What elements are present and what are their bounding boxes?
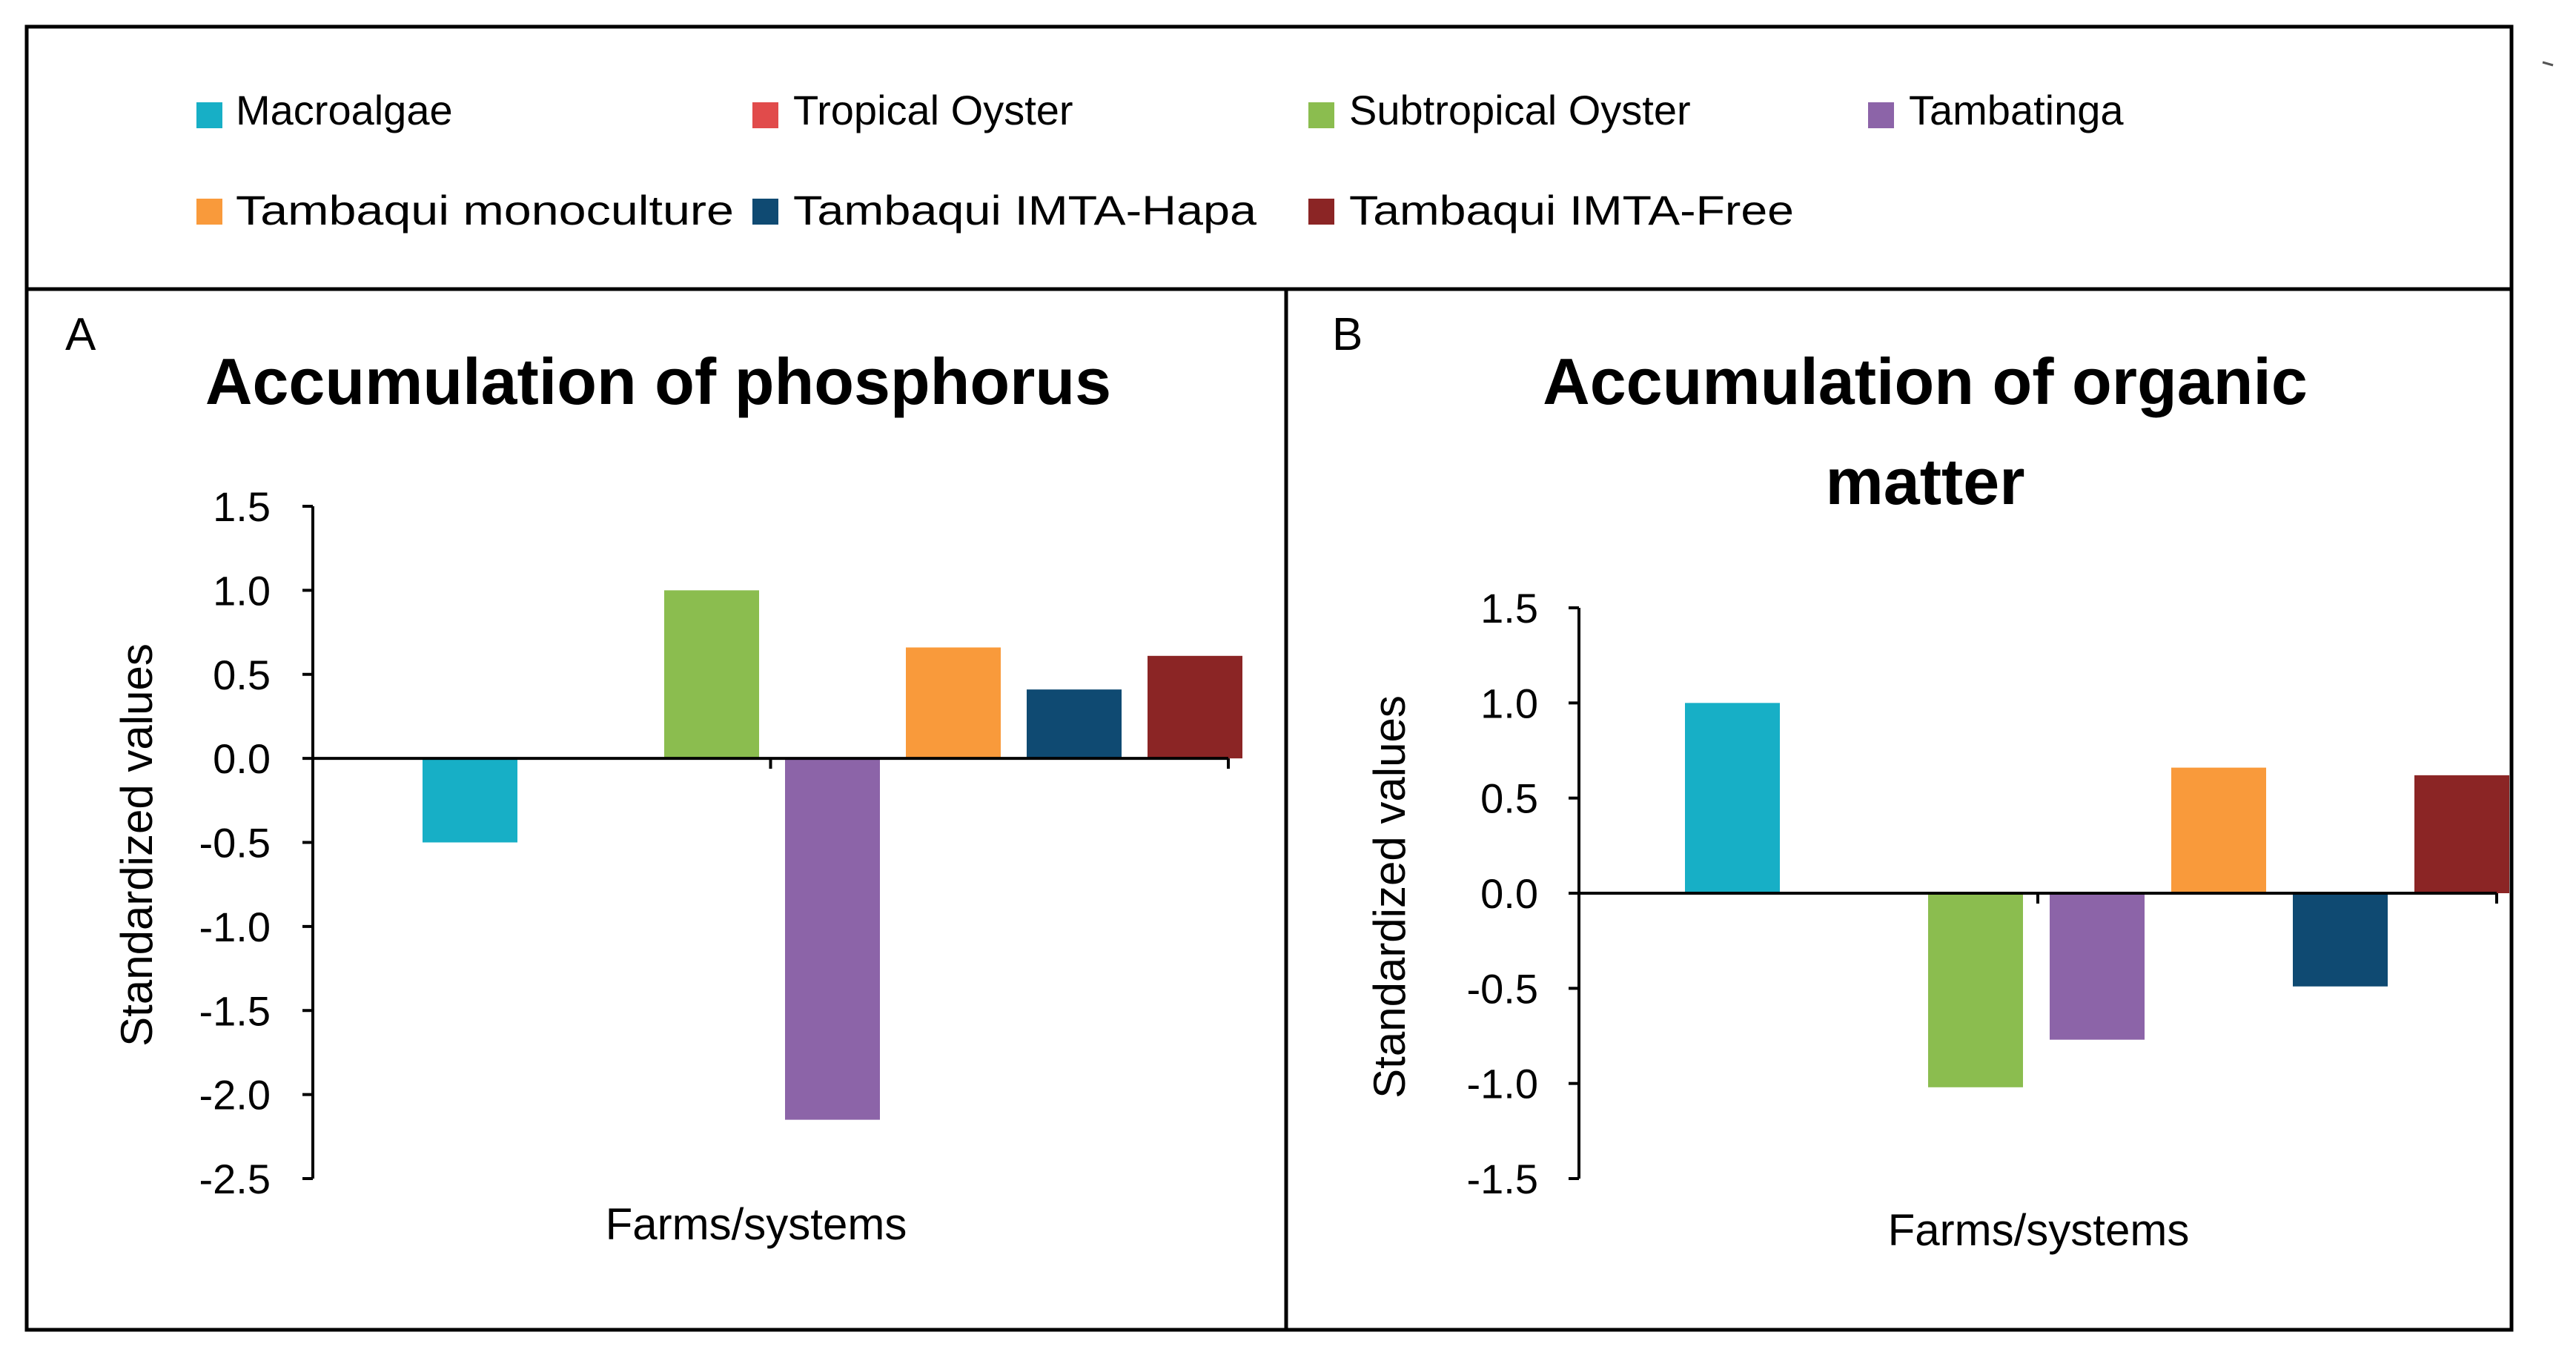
legend-item: Tambaqui IMTA-Hapa xyxy=(752,187,1257,233)
panel-a-chart: Accumulation of phosphorus 1.5 1.0 0.5 0.0 -… xyxy=(112,345,1242,1249)
stray-mark xyxy=(2542,61,2554,67)
y-axis-label: Standardized values xyxy=(1365,695,1414,1099)
y-tick-label: -0.5 xyxy=(1467,965,1539,1012)
legend-swatch-macroalgae xyxy=(196,102,222,128)
legend-label: Subtropical Oyster xyxy=(1349,87,1691,133)
chart-title-line: Accumulation of organic xyxy=(1543,345,2308,418)
y-tick-label: -2.5 xyxy=(199,1156,271,1202)
y-tick-label: 0.0 xyxy=(1480,870,1538,917)
y-tick-label: -2.0 xyxy=(199,1072,271,1119)
y-tick-label: 0.5 xyxy=(213,652,271,698)
bar-tambaqui-monoculture xyxy=(2171,767,2266,893)
legend-item: Tambaqui IMTA-Free xyxy=(1308,187,1794,233)
legend-label: Tropical Oyster xyxy=(793,87,1073,133)
legend-label: Macroalgae xyxy=(236,87,453,133)
x-axis-label: Farms/systems xyxy=(606,1199,907,1249)
bar-tambaqui-imta-free xyxy=(1148,655,1242,759)
legend-label: Tambaqui monoculture xyxy=(236,187,734,233)
chart-title-line: Accumulation of phosphorus xyxy=(205,345,1111,418)
figure-frame xyxy=(24,24,2514,1332)
y-tick-label: -1.5 xyxy=(199,987,271,1034)
x-axis-label: Farms/systems xyxy=(1888,1205,2190,1255)
legend-swatch-tropical-oyster xyxy=(752,102,778,128)
panel-b-plot: 1.5 1.0 0.5 0.0 -0.5 -1.0 -1.5 xyxy=(1467,585,2509,1202)
bar-tambatinga xyxy=(2050,893,2145,1040)
bar-tambatinga xyxy=(785,758,880,1120)
bar-subtropical-oyster xyxy=(1928,893,2023,1087)
y-tick-label: -1.5 xyxy=(1467,1156,1539,1202)
y-tick-label: 0.0 xyxy=(213,735,271,782)
legend-swatch-tambaqui-imta-hapa xyxy=(752,199,778,225)
bar-macroalgae xyxy=(423,758,517,843)
y-tick-label: 1.0 xyxy=(213,567,271,614)
y-tick-label: -1.0 xyxy=(1467,1061,1539,1107)
legend-swatch-tambaqui-imta-free xyxy=(1308,199,1334,225)
chart-title-line: matter xyxy=(1826,445,2025,518)
legend-item: Tambatinga xyxy=(1868,87,2124,133)
y-tick-label: -1.0 xyxy=(199,904,271,950)
legend-swatch-tambatinga xyxy=(1868,102,1894,128)
legend-item: Tropical Oyster xyxy=(752,87,1073,133)
legend-item: Subtropical Oyster xyxy=(1308,87,1691,133)
legend-item: Tambaqui monoculture xyxy=(196,187,734,233)
y-tick-label: 1.0 xyxy=(1480,680,1538,726)
bar-subtropical-oyster xyxy=(664,590,759,759)
y-tick-label: 0.5 xyxy=(1480,775,1538,822)
y-tick-label: -0.5 xyxy=(199,820,271,867)
y-axis-label: Standardized values xyxy=(112,643,162,1047)
legend: Macroalgae Tropical Oyster Subtropical O… xyxy=(196,87,2124,233)
legend-label: Tambaqui IMTA-Hapa xyxy=(793,187,1257,233)
y-tick-label: 1.5 xyxy=(213,483,271,530)
bar-tambaqui-imta-hapa xyxy=(1027,689,1122,759)
bar-tambaqui-monoculture xyxy=(906,647,1001,759)
legend-swatch-tambaqui-monoculture xyxy=(196,199,222,225)
panel-a-plot: 1.5 1.0 0.5 0.0 -0.5 -1.0 -1.5 -2.0 -2.5 xyxy=(199,483,1242,1202)
legend-label: Tambaqui IMTA-Free xyxy=(1349,187,1794,233)
bar-tambaqui-imta-hapa xyxy=(2293,893,2388,987)
bar-tambaqui-imta-free xyxy=(2414,775,2509,893)
legend-label: Tambatinga xyxy=(1909,87,2124,133)
y-tick-label: 1.5 xyxy=(1480,585,1538,632)
panel-a-label: A xyxy=(65,309,96,360)
bar-macroalgae xyxy=(1685,703,1780,893)
panel-b-label: B xyxy=(1332,309,1363,360)
legend-swatch-subtropical-oyster xyxy=(1308,102,1334,128)
legend-item: Macroalgae xyxy=(196,87,453,133)
panel-b-chart: Accumulation of organic matter 1.5 1.0 0.5… xyxy=(1365,345,2509,1255)
